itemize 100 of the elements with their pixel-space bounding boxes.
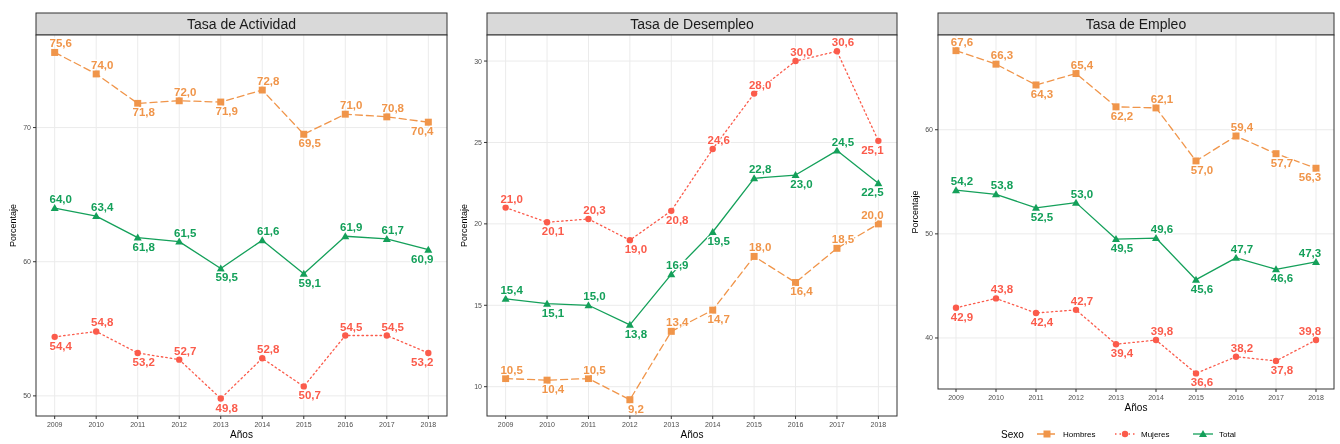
point: [1112, 103, 1120, 111]
x-axis-title: Años: [1124, 402, 1148, 413]
point: [425, 349, 432, 357]
data-label: 71,8: [132, 106, 156, 119]
point: [792, 278, 800, 286]
data-label: 70,8: [381, 101, 405, 114]
data-label: 37,8: [1270, 363, 1294, 376]
data-label: 10,5: [583, 363, 607, 376]
data-label: 54,8: [91, 316, 114, 329]
point: [1112, 341, 1120, 348]
data-label: 49,5: [1110, 242, 1134, 255]
data-label: 22,5: [861, 186, 885, 199]
data-label: 49,8: [215, 401, 239, 414]
legend-label: Mujeres: [1141, 430, 1170, 439]
point: [1032, 203, 1040, 211]
data-label: 47,7: [1230, 242, 1254, 255]
data-label: 53,2: [132, 355, 155, 368]
data-label: 71,9: [215, 105, 238, 118]
data-label: 54,4: [49, 339, 73, 352]
data-label: 22,8: [748, 163, 772, 176]
data-label: 72,0: [174, 85, 197, 98]
data-label: 15,4: [500, 283, 524, 296]
point: [1192, 275, 1200, 283]
data-label: 10,4: [541, 383, 565, 396]
data-label: 13,8: [624, 327, 648, 340]
data-label: 70,4: [411, 125, 435, 138]
legend-label: Hombres: [1063, 430, 1096, 439]
data-label: 69,5: [298, 137, 322, 150]
point: [625, 320, 634, 328]
data-label: 19,0: [624, 243, 648, 256]
data-label: 14,7: [707, 313, 730, 326]
data-label: 20,8: [666, 213, 690, 226]
data-label: 49,6: [1150, 223, 1174, 236]
data-label: 61,6: [257, 225, 280, 238]
data-label: 15,0: [583, 290, 606, 303]
point: [992, 295, 1000, 302]
data-label: 47,3: [1298, 246, 1322, 259]
data-label: 53,8: [990, 179, 1014, 192]
data-label: 61,5: [174, 226, 198, 239]
data-label: 50,7: [298, 389, 321, 402]
data-label: 61,9: [340, 221, 363, 234]
point: [217, 395, 224, 402]
data-label: 10,5: [500, 363, 524, 376]
point: [543, 376, 551, 384]
data-label: 59,1: [298, 276, 322, 289]
data-label: 42,4: [1030, 315, 1054, 328]
point: [134, 349, 141, 357]
data-label: 52,7: [174, 344, 197, 357]
legend-label: Total: [1219, 430, 1237, 439]
data-label: 21,0: [500, 192, 523, 205]
data-label: 24,6: [707, 133, 730, 146]
data-label: 23,0: [790, 178, 813, 191]
data-label: 9,2: [627, 402, 644, 415]
data-label: 46,6: [1270, 272, 1294, 285]
data-label: 13,4: [666, 316, 690, 329]
chart-title: Tasa de Empleo: [1085, 16, 1187, 32]
y-axis-title: Porcentaje: [8, 203, 18, 248]
y-axis-title: Porcentaje: [910, 190, 920, 234]
data-label: 39,8: [1150, 325, 1174, 338]
data-label: 66,3: [990, 49, 1014, 62]
data-label: 42,7: [1070, 294, 1094, 307]
point: [626, 236, 634, 244]
chart-title: Tasa de Desempleo: [630, 16, 755, 32]
point: [833, 48, 841, 55]
data-label: 28,0: [748, 78, 772, 91]
point: [709, 306, 717, 314]
data-label: 20,1: [541, 225, 565, 238]
data-label: 25,1: [861, 143, 885, 156]
data-label: 57,7: [1270, 156, 1294, 169]
data-label: 15,1: [541, 306, 565, 319]
data-label: 64,3: [1030, 87, 1054, 100]
data-label: 36,6: [1190, 376, 1214, 389]
data-label: 72,8: [257, 75, 281, 87]
point: [300, 130, 308, 138]
data-label: 20,0: [861, 208, 884, 221]
data-label: 57,0: [1190, 163, 1214, 176]
data-label: 30,6: [831, 36, 855, 49]
data-label: 52,5: [1030, 210, 1054, 223]
point: [51, 333, 58, 341]
data-label: 65,4: [1070, 58, 1094, 71]
data-label: 18,5: [831, 233, 855, 246]
data-label: 59,4: [1230, 120, 1254, 133]
data-label: 39,4: [1110, 347, 1134, 360]
point: [1312, 164, 1320, 172]
point: [952, 304, 960, 311]
x-axis-title: Años: [680, 429, 704, 440]
point: [1192, 157, 1200, 165]
point: [543, 299, 552, 307]
point: [543, 219, 551, 226]
legend-title: Sexo: [1001, 429, 1025, 440]
point: [626, 396, 634, 404]
data-label: 64,0: [49, 193, 72, 206]
data-label: 61,8: [132, 240, 156, 253]
data-label: 38,2: [1230, 341, 1254, 354]
point: [1032, 309, 1040, 317]
point: [424, 118, 432, 126]
point: [259, 355, 266, 362]
data-label: 20,3: [583, 203, 606, 216]
point: [874, 179, 883, 187]
data-label: 42,9: [950, 310, 974, 323]
